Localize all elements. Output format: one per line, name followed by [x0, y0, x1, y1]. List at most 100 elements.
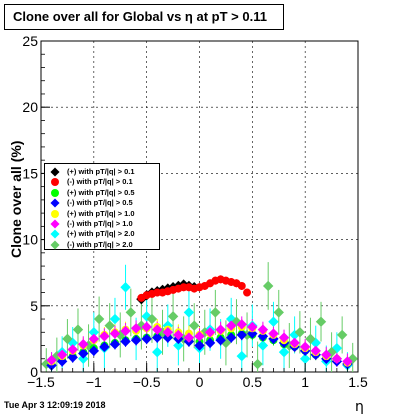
data-point — [152, 324, 163, 335]
data-point — [88, 333, 100, 345]
data-point — [99, 341, 110, 353]
x-tick-label: 0 — [196, 374, 204, 390]
data-point — [78, 353, 89, 364]
data-point — [56, 349, 68, 360]
data-point — [183, 332, 195, 343]
data-point — [125, 307, 137, 318]
data-point — [305, 333, 316, 345]
data-point — [99, 331, 110, 342]
data-point — [310, 345, 321, 357]
data-point — [204, 327, 216, 338]
legend-label: (-) with pT/|q| > 0.5 — [67, 198, 133, 208]
legend: (+) with pT/|q| > 0.1 (-) with pT/|q| > 0… — [44, 163, 160, 250]
data-point — [273, 307, 284, 318]
legend-marker — [51, 178, 59, 187]
data-point — [247, 321, 258, 333]
data-point — [336, 329, 348, 341]
data-point — [278, 332, 290, 343]
legend-label: (+) with pT/|q| > 0.1 — [67, 167, 135, 176]
data-point — [183, 307, 195, 318]
y-axis-label: Clone over all (%) — [8, 141, 24, 258]
data-point — [152, 332, 163, 343]
data-point — [321, 349, 332, 360]
legend-label: (+) with pT/|q| > 1.0 — [67, 208, 135, 218]
data-point — [78, 348, 89, 359]
data-point — [130, 323, 142, 334]
data-point — [215, 324, 226, 335]
x-tick-label: −0.5 — [133, 374, 161, 390]
data-point — [204, 337, 216, 349]
data-point — [215, 335, 226, 346]
data-point — [120, 282, 131, 293]
data-point — [194, 331, 205, 342]
data-point — [236, 319, 247, 330]
data-point — [93, 313, 105, 325]
legend-marker — [50, 198, 60, 208]
data-point — [315, 316, 327, 327]
chart-title: Clone over all for Global vs η at pT > 0… — [4, 4, 284, 30]
data-point — [299, 341, 311, 353]
data-point — [62, 333, 73, 345]
data-point — [167, 311, 179, 322]
y-tick-label: 0 — [30, 364, 38, 380]
data-point — [120, 336, 131, 347]
legend-entry: (+) with pT/|q| > 0.1 — [45, 167, 161, 177]
data-point — [236, 329, 247, 341]
data-point — [278, 346, 290, 358]
data-point — [104, 320, 115, 331]
x-axis-label: η — [355, 399, 364, 414]
legend-marker — [50, 219, 60, 229]
data-point — [257, 324, 269, 335]
y-tick-label: 20 — [22, 99, 38, 115]
data-point — [225, 332, 237, 343]
data-point — [130, 335, 142, 346]
data-point — [331, 353, 343, 364]
data-point — [268, 316, 279, 327]
data-point — [173, 340, 184, 351]
data-point — [294, 327, 306, 338]
legend-marker — [50, 229, 60, 239]
data-point — [78, 338, 89, 350]
legend-entry: (+) with pT/|q| > 1.0 — [45, 209, 161, 219]
legend-marker — [50, 167, 60, 177]
legend-marker — [50, 240, 60, 250]
data-point — [189, 320, 200, 331]
data-point — [141, 321, 152, 333]
y-tick-label: 25 — [22, 33, 38, 49]
data-point — [46, 354, 57, 366]
data-point — [141, 333, 152, 345]
data-point — [162, 332, 174, 343]
timestamp: Tue Apr 3 12:09:19 2018 — [4, 400, 106, 410]
legend-entry: (+) with pT/|q| > 0.5 — [45, 188, 161, 198]
data-point — [262, 280, 274, 292]
data-point — [289, 337, 300, 349]
data-point — [342, 356, 353, 367]
data-point — [257, 340, 269, 351]
legend-label: (+) with pT/|q| > 0.5 — [67, 187, 135, 197]
data-point — [252, 358, 263, 370]
data-point — [173, 329, 184, 341]
data-point — [194, 340, 205, 351]
y-tick-label: 5 — [30, 298, 38, 314]
legend-label: (-) with pT/|q| > 1.0 — [67, 219, 133, 228]
legend-marker — [51, 209, 59, 218]
y-tick-label: 10 — [22, 232, 38, 248]
x-tick-label: 0.5 — [243, 374, 263, 390]
legend-label: (+) with pT/|q| > 2.0 — [67, 229, 135, 239]
data-point — [237, 281, 246, 290]
data-point — [72, 324, 84, 335]
x-tick-label: 1.5 — [348, 374, 368, 390]
data-point — [210, 307, 221, 318]
data-point — [67, 344, 78, 355]
data-point — [109, 313, 121, 325]
data-points — [41, 275, 358, 371]
legend-marker — [51, 188, 59, 197]
legend-label: (-) with pT/|q| > 0.1 — [67, 177, 133, 187]
data-point — [67, 352, 78, 363]
legend-label: (-) with pT/|q| > 2.0 — [67, 239, 133, 249]
data-point — [225, 320, 237, 331]
data-point — [236, 350, 247, 362]
data-point — [146, 313, 158, 325]
data-point — [162, 327, 174, 338]
